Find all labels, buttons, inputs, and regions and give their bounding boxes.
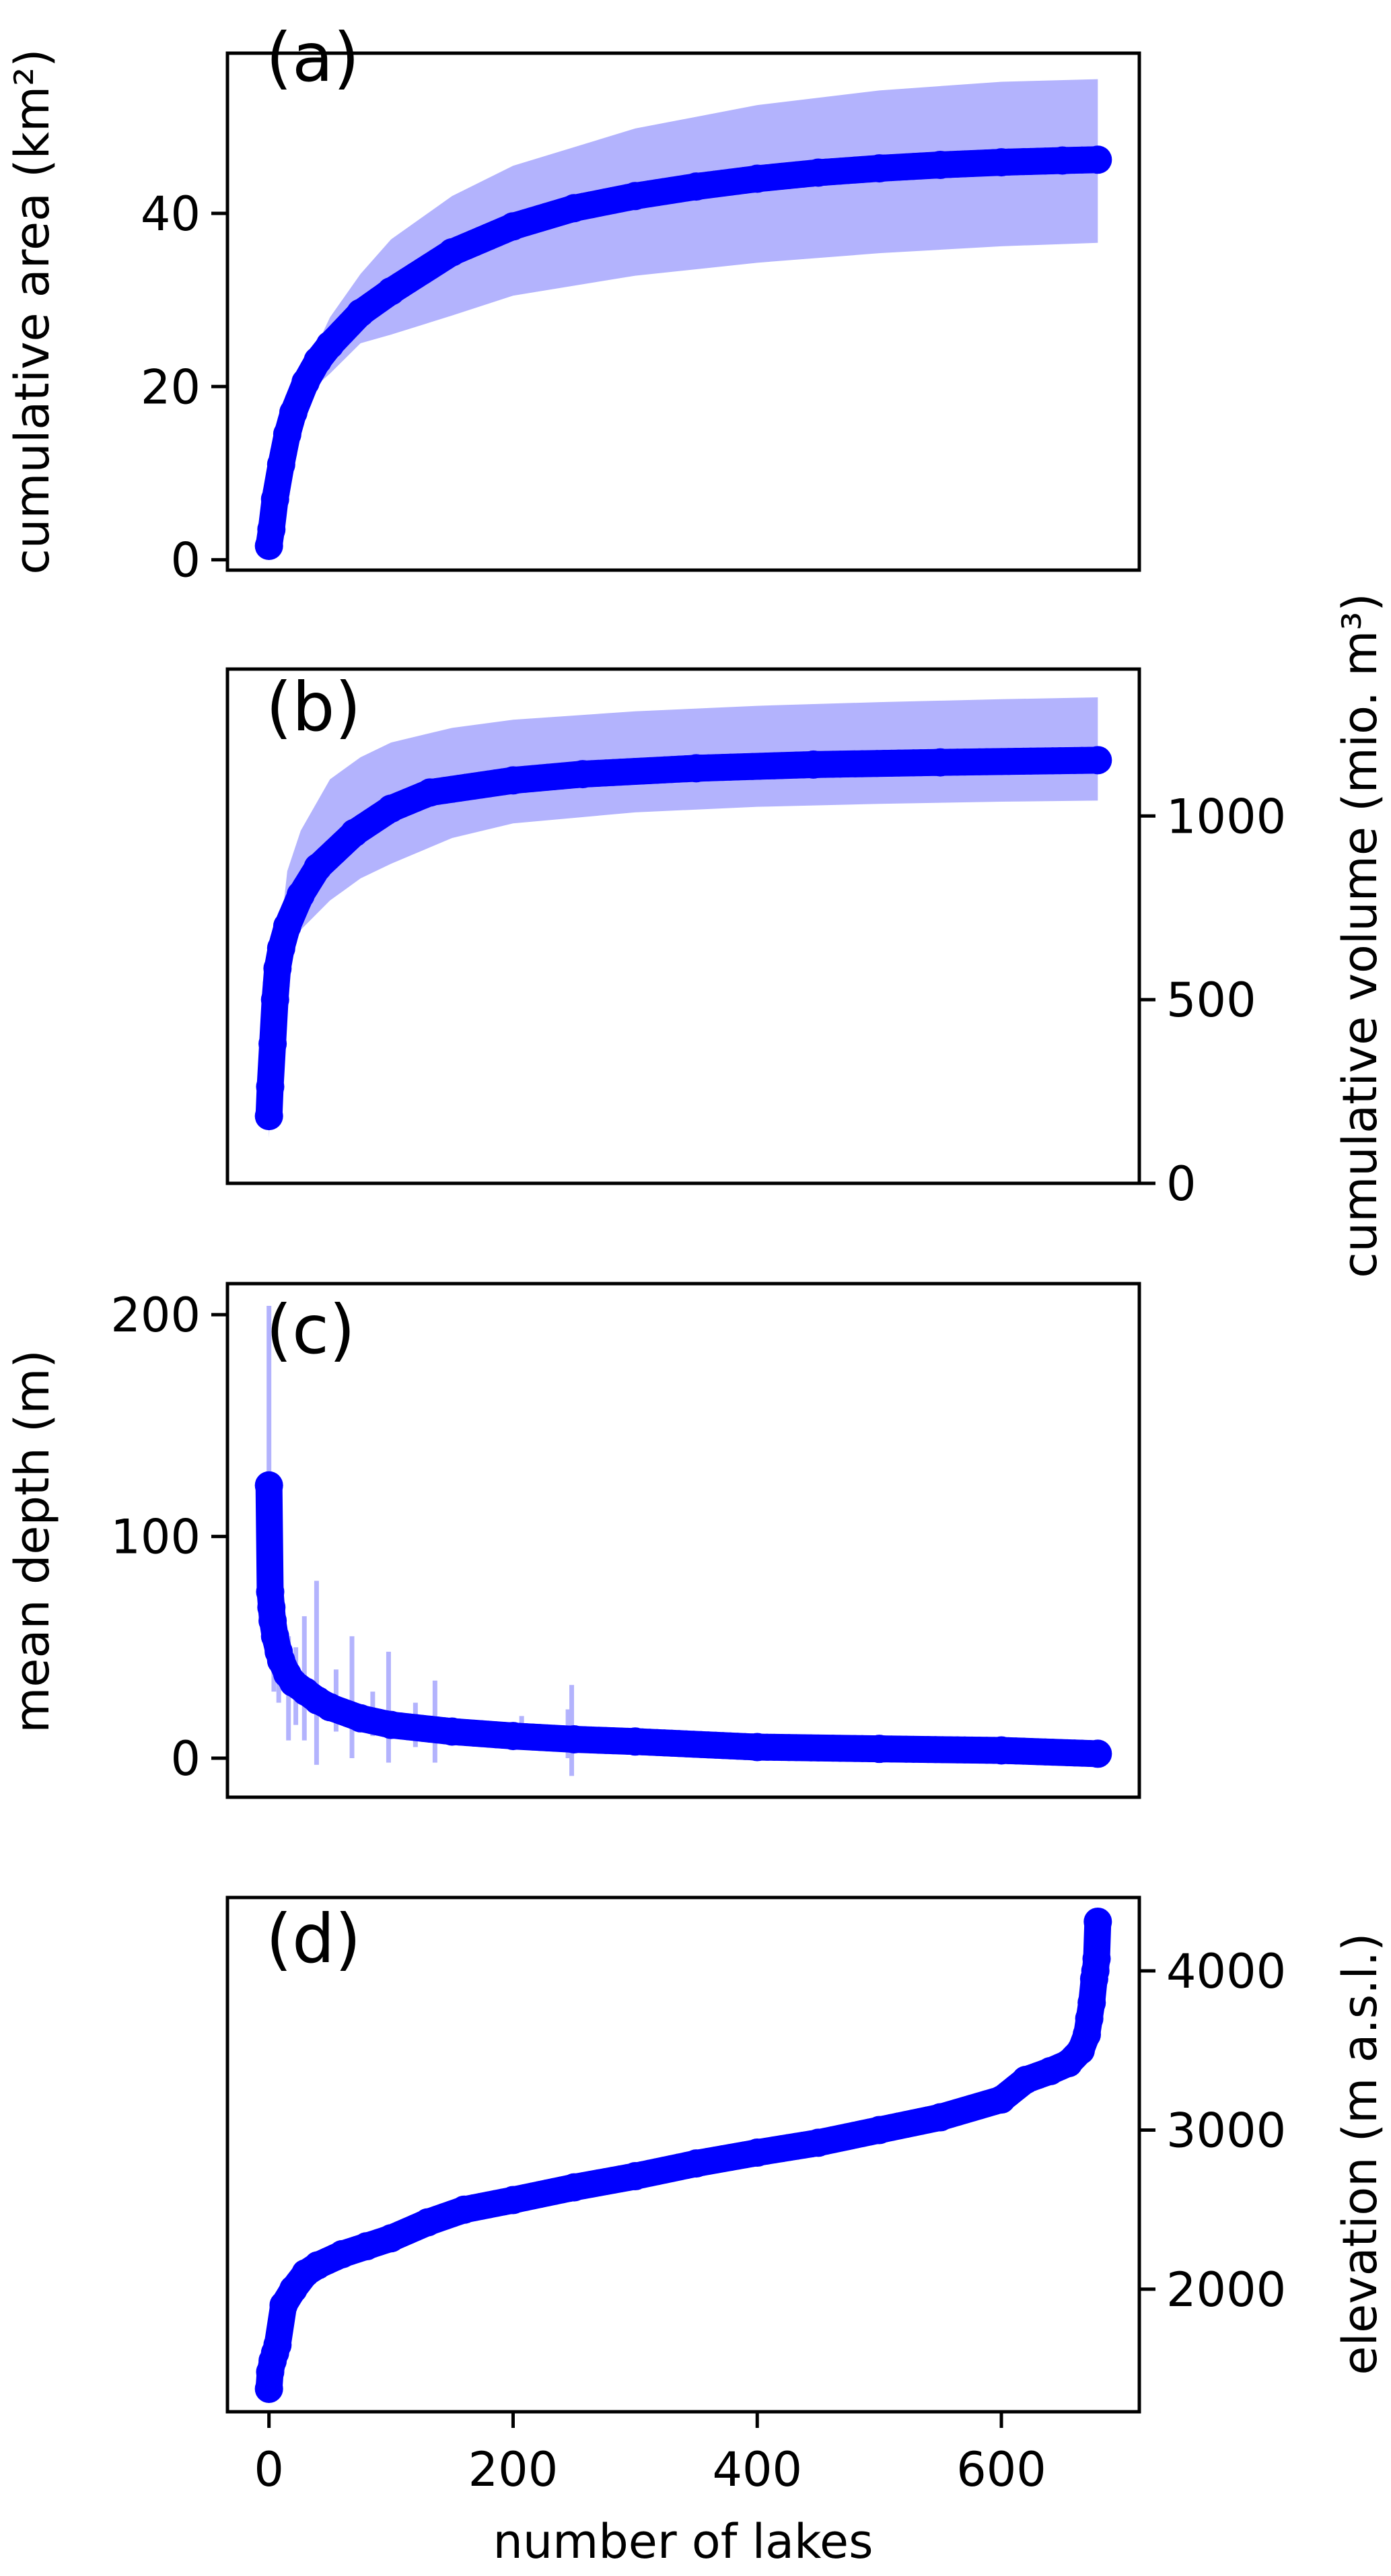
data-point: [1083, 746, 1110, 774]
data-point: [1083, 146, 1110, 174]
x-tick-label: 0: [254, 2442, 284, 2497]
data-point: [270, 439, 297, 466]
plot-area: [254, 1305, 1112, 1776]
data-point: [262, 1628, 290, 1655]
y-tick-label: 500: [1166, 973, 1256, 1028]
data-point: [1083, 1907, 1112, 1936]
axes-frame: [225, 51, 1141, 572]
data-point: [277, 407, 305, 435]
y-axis-label-b: cumulative volume (mio. m³): [1332, 593, 1388, 1278]
data-point: [1083, 1945, 1110, 1973]
y-tick-label: 1000: [1166, 789, 1286, 844]
x-tick-label: 200: [468, 2442, 559, 2497]
axes-frame: [225, 667, 1141, 1185]
y-tick-label: 100: [110, 1510, 201, 1565]
axes-frame: [225, 1895, 1141, 2414]
data-point: [1068, 2033, 1096, 2061]
data-point: [262, 970, 290, 998]
y-tick-label: 2000: [1166, 2262, 1286, 2318]
data-point: [262, 2335, 290, 2363]
uncertainty-band: [269, 79, 1098, 546]
y-tick-label: 20: [141, 359, 201, 415]
data-point: [1083, 1740, 1110, 1768]
data-point: [255, 1103, 283, 1130]
y-axis-label-c: mean depth (m): [5, 1350, 60, 1733]
y-tick-label: 40: [141, 186, 201, 242]
data-point: [270, 926, 297, 953]
panel-label-d: (d): [266, 1900, 361, 1978]
plot-area: [254, 697, 1112, 1138]
y-axis-label-d: elevation (m a.s.l.): [1332, 1933, 1388, 2375]
y-axis-label-a: cumulative area (km²): [5, 48, 60, 574]
panel-b: (b) cumulative volume (mio. m³) 0 500 1000: [225, 593, 1388, 1278]
data-point: [255, 2375, 283, 2402]
data-point: [258, 1029, 287, 1058]
x-axis-label: number of lakes: [493, 2514, 873, 2569]
axes-frame: [225, 1282, 1141, 1799]
panel-label-c: (c): [266, 1290, 355, 1369]
panel-a: (a) cumulative area (km²) 0 20 40: [5, 18, 1141, 588]
plot-area: [254, 79, 1112, 560]
data-point: [255, 1471, 283, 1499]
panel-d: (d) elevation (m a.s.l.) number of lakes…: [225, 1895, 1388, 2569]
panel-c: (c) mean depth (m) 0 100 200: [5, 1282, 1141, 1799]
plot-area: [254, 1907, 1112, 2403]
x-tick-label: 400: [712, 2442, 802, 2497]
data-point: [255, 532, 283, 559]
y-tick-label: 0: [170, 533, 201, 588]
data-point: [262, 479, 290, 506]
y-tick-label: 0: [170, 1731, 201, 1786]
panel-label-a: (a): [266, 18, 359, 97]
data-point: [256, 1072, 285, 1101]
x-tick-label: 600: [956, 2442, 1046, 2497]
data-point: [1075, 2005, 1103, 2032]
panel-label-b: (b): [266, 668, 361, 746]
uncertainty-band: [269, 697, 1098, 1138]
y-tick-label: 3000: [1166, 2103, 1286, 2158]
y-tick-label: 200: [110, 1288, 201, 1343]
y-tick-label: 4000: [1166, 1944, 1286, 1999]
y-tick-label: 0: [1166, 1156, 1197, 1212]
